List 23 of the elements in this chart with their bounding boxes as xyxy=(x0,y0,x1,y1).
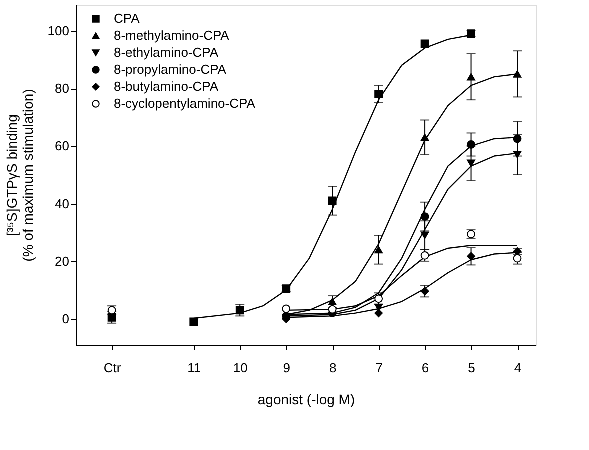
x-tick-label: 10 xyxy=(233,360,248,376)
y-tick-label: 40 xyxy=(55,196,70,212)
y-tick-label: 100 xyxy=(48,23,70,38)
legend-label: 8-cyclopentylamino-CPA xyxy=(114,96,256,111)
x-tick-label: 5 xyxy=(468,360,476,376)
legend-label: CPA xyxy=(114,11,140,26)
x-tick-label: 7 xyxy=(376,360,383,376)
x-axis-title: agonist (-log M) xyxy=(258,392,356,408)
y-tick-label: 80 xyxy=(55,81,70,96)
y-axis-title: [³⁵S]GTPγS binding (% of maximum stimulation) xyxy=(4,89,36,262)
x-tick-label: 4 xyxy=(514,360,522,376)
legend-label: 8-ethylamino-CPA xyxy=(114,45,219,60)
y-tick-label: 0 xyxy=(62,312,70,327)
x-tick-label: 6 xyxy=(422,360,430,376)
x-tick-label: 8 xyxy=(329,360,337,376)
x-tick-label: Ctr xyxy=(104,360,122,376)
legend-label: 8-methylamino-CPA xyxy=(114,28,230,43)
y-tick-label: 60 xyxy=(55,138,70,154)
y-tick-label: 20 xyxy=(55,254,70,269)
legend-label: 8-propylamino-CPA xyxy=(114,62,227,77)
x-tick-label: 9 xyxy=(283,360,290,376)
legend-label: 8-butylamino-CPA xyxy=(114,79,219,94)
x-tick-label: 11 xyxy=(188,360,202,376)
